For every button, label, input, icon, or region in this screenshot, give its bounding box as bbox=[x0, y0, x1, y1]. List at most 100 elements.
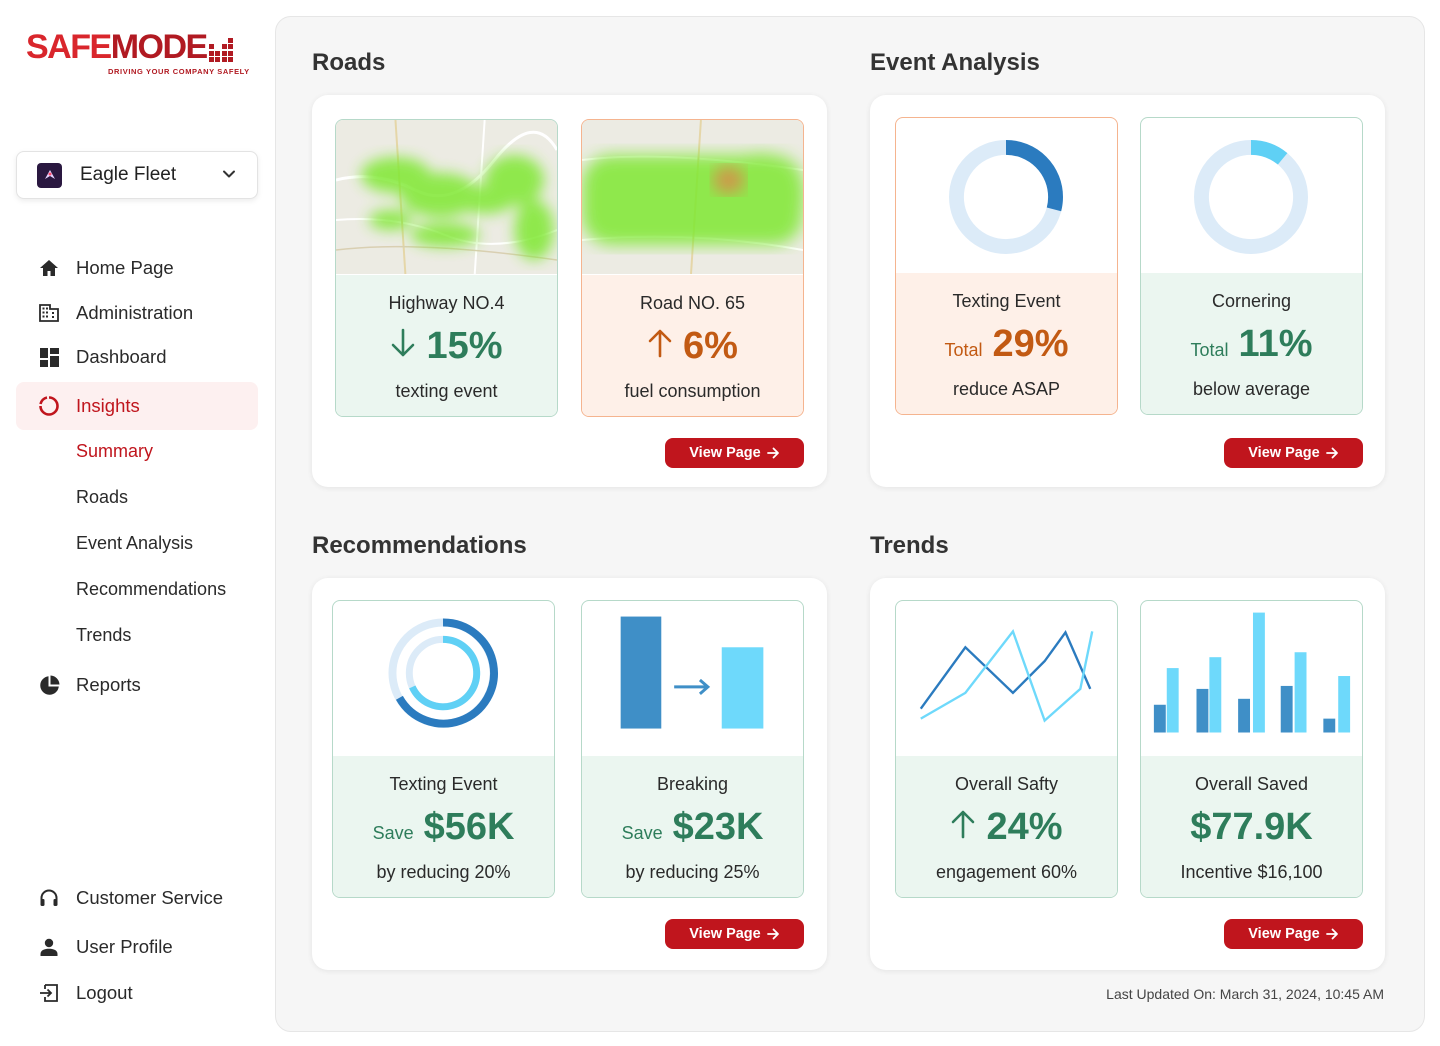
road-card-road-65[interactable]: Road NO. 65 6% fuel consumption bbox=[581, 119, 804, 417]
event-analysis-panel: Texting Event Total 29% reduce ASAP Corn… bbox=[870, 95, 1385, 487]
arrow-up-icon bbox=[647, 328, 673, 363]
logo-grid-icon bbox=[208, 37, 234, 62]
nav-customer-service-label: Customer Service bbox=[76, 887, 224, 908]
safety-value: 24% bbox=[896, 806, 1117, 849]
chevron-down-icon bbox=[223, 170, 235, 178]
cornering-value: Total 11% bbox=[1141, 323, 1362, 366]
arrow-right-icon bbox=[766, 928, 779, 940]
last-updated-timestamp: Last Updated On: March 31, 2024, 10:45 A… bbox=[1106, 986, 1384, 1002]
breaking-savings-stats: Breaking Save $23K by reducing 25% bbox=[582, 756, 803, 897]
trends-section-title: Trends bbox=[870, 532, 949, 559]
roads-button-label: View Page bbox=[689, 445, 761, 461]
fleet-avatar bbox=[37, 162, 62, 188]
trend-card-overall-safety[interactable]: Overall Safty 24% engagement 60% bbox=[895, 600, 1118, 898]
road65-value: 6% bbox=[582, 325, 803, 368]
breaking-title: Breaking bbox=[656, 774, 729, 794]
safety-percent: 24% bbox=[986, 806, 1063, 848]
trend-card-overall-saved[interactable]: Overall Saved $77.9K Incentive $16,100 bbox=[1140, 600, 1363, 898]
fleet-selector[interactable]: Eagle Fleet bbox=[16, 151, 258, 199]
logo-tagline: DRIVING YOUR COMPANY SAFELY bbox=[108, 67, 250, 76]
texting-savings-title: Texting Event bbox=[389, 774, 498, 794]
roads-section-title: Roads bbox=[312, 49, 386, 76]
arrow-right-icon bbox=[1325, 447, 1338, 459]
texting-savings-value: Save $56K bbox=[333, 806, 554, 849]
sidebar: SAFE MODE DRIVING YOUR COMPANY SAFELY Eag… bbox=[0, 0, 274, 1046]
nav-insights[interactable]: Insights bbox=[16, 382, 258, 430]
nav-customer-service[interactable]: Customer Service bbox=[16, 875, 258, 921]
pie-chart-icon bbox=[38, 674, 60, 696]
nav-home-label: Home Page bbox=[76, 257, 174, 278]
texting-donut bbox=[896, 118, 1117, 272]
cornering-title: Cornering bbox=[1211, 291, 1292, 311]
safety-title: Overall Safty bbox=[954, 774, 1059, 794]
subnav-event-analysis[interactable]: Event Analysis bbox=[76, 533, 194, 553]
highway-value: 15% bbox=[336, 325, 557, 368]
subnav-summary[interactable]: Summary bbox=[76, 441, 154, 461]
recommendation-card-texting[interactable]: Texting Event Save $56K by reducing 20% bbox=[332, 600, 555, 898]
roads-panel: Highway NO.4 15% texting event bbox=[312, 95, 827, 487]
user-icon bbox=[38, 936, 60, 958]
breaking-prefix: Save bbox=[621, 823, 663, 843]
texting-savings-desc: by reducing 20% bbox=[376, 862, 511, 882]
texting-savings-stats: Texting Event Save $56K by reducing 20% bbox=[333, 756, 554, 897]
trends-view-page-button[interactable]: View Page bbox=[1224, 919, 1363, 949]
nav-dashboard[interactable]: Dashboard bbox=[16, 334, 258, 380]
cornering-percent: 11% bbox=[1238, 323, 1313, 365]
nav-reports-label: Reports bbox=[76, 674, 141, 695]
nav-dashboard-label: Dashboard bbox=[76, 346, 167, 367]
nav-logout[interactable]: Logout bbox=[16, 970, 258, 1016]
road-card-highway-4[interactable]: Highway NO.4 15% texting event bbox=[335, 119, 558, 417]
safety-stats: Overall Safty 24% engagement 60% bbox=[896, 756, 1117, 897]
trends-button-label: View Page bbox=[1248, 926, 1320, 942]
building-icon bbox=[38, 302, 60, 324]
saved-desc: Incentive $16,100 bbox=[1180, 862, 1323, 882]
nav-user-profile-label: User Profile bbox=[76, 936, 173, 957]
road65-heatmap bbox=[582, 120, 803, 274]
texting-savings-prefix: Save bbox=[372, 823, 414, 843]
recommendation-card-breaking[interactable]: Breaking Save $23K by reducing 25% bbox=[581, 600, 804, 898]
texting-savings-amount: $56K bbox=[423, 806, 515, 848]
dashboard-icon bbox=[38, 346, 60, 368]
cornering-stats: Cornering Total 11% below average bbox=[1141, 273, 1362, 414]
event-card-cornering[interactable]: Cornering Total 11% below average bbox=[1140, 117, 1363, 415]
nav-user-profile[interactable]: User Profile bbox=[16, 924, 258, 970]
saved-amount: $77.9K bbox=[1190, 806, 1313, 848]
nav-administration[interactable]: Administration bbox=[16, 290, 258, 336]
road65-stats: Road NO. 65 6% fuel consumption bbox=[582, 275, 803, 416]
texting-stats: Texting Event Total 29% reduce ASAP bbox=[896, 273, 1117, 414]
headset-icon bbox=[38, 887, 60, 909]
saved-value: $77.9K bbox=[1141, 806, 1362, 849]
texting-title: Texting Event bbox=[952, 291, 1061, 311]
arrow-right-icon bbox=[1325, 928, 1338, 940]
saved-title: Overall Saved bbox=[1194, 774, 1309, 794]
roads-view-page-button[interactable]: View Page bbox=[665, 438, 804, 468]
nav-reports[interactable]: Reports bbox=[16, 662, 258, 708]
event-card-texting[interactable]: Texting Event Total 29% reduce ASAP bbox=[895, 117, 1118, 415]
cornering-donut-arc bbox=[1194, 139, 1308, 254]
highway-desc: texting event bbox=[395, 381, 498, 401]
event-analysis-view-page-button[interactable]: View Page bbox=[1224, 438, 1363, 468]
texting-savings-rings bbox=[333, 601, 554, 755]
subnav-roads[interactable]: Roads bbox=[76, 487, 129, 507]
event-analysis-button-label: View Page bbox=[1248, 445, 1320, 461]
safemode-logo[interactable]: SAFE MODE DRIVING YOUR COMPANY SAFELY bbox=[26, 30, 256, 90]
logo-text-safe: SAFE bbox=[26, 28, 112, 66]
road65-desc: fuel consumption bbox=[624, 381, 761, 401]
cornering-donut bbox=[1141, 118, 1362, 272]
logout-icon bbox=[38, 982, 60, 1004]
nav-insights-label: Insights bbox=[76, 395, 140, 416]
recommendations-panel: Texting Event Save $56K by reducing 20% … bbox=[312, 578, 827, 970]
fleet-name: Eagle Fleet bbox=[80, 164, 177, 185]
highway-percent: 15% bbox=[426, 325, 503, 367]
subnav-recommendations[interactable]: Recommendations bbox=[76, 579, 227, 599]
cornering-desc: below average bbox=[1192, 379, 1311, 399]
nav-logout-label: Logout bbox=[76, 982, 133, 1003]
trends-panel: Overall Safty 24% engagement 60% bbox=[870, 578, 1385, 970]
recommendations-button-label: View Page bbox=[689, 926, 761, 942]
texting-percent: 29% bbox=[992, 323, 1069, 365]
arrow-up-icon bbox=[950, 809, 976, 844]
nav-administration-label: Administration bbox=[76, 302, 194, 323]
recommendations-view-page-button[interactable]: View Page bbox=[665, 919, 804, 949]
subnav-trends[interactable]: Trends bbox=[76, 625, 132, 645]
nav-home-page[interactable]: Home Page bbox=[16, 245, 258, 291]
